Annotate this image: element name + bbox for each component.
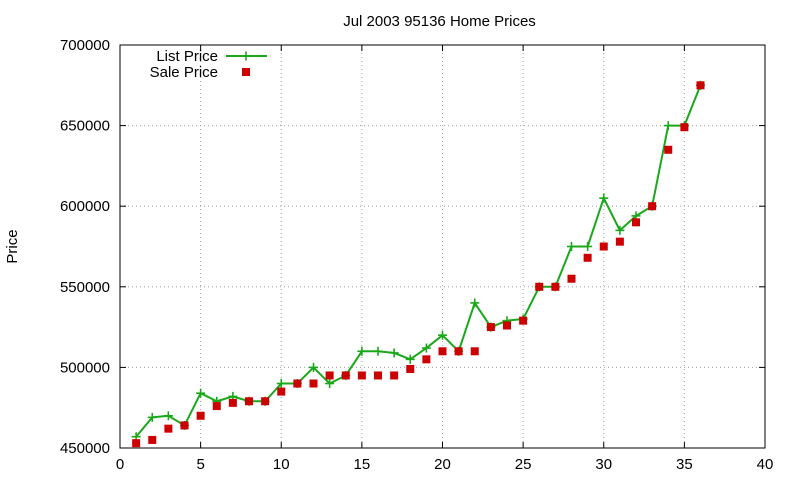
sale-price-point — [277, 387, 286, 396]
list-price-point — [405, 354, 415, 364]
series-list-price — [131, 80, 705, 442]
x-tick-label: 25 — [515, 456, 532, 473]
list-price-point — [470, 298, 480, 308]
list-price-point — [373, 346, 383, 356]
sale-price-point — [583, 253, 592, 262]
list-price-point — [389, 348, 399, 358]
list-price-point — [325, 379, 335, 389]
list-price-point — [438, 330, 447, 340]
sale-price-point — [325, 371, 334, 380]
x-tick-label: 35 — [676, 456, 693, 473]
list-price-line — [135, 84, 702, 438]
y-tick-label: 550000 — [60, 279, 110, 296]
sale-price-point — [519, 316, 528, 325]
sale-price-point — [664, 145, 673, 154]
x-tick-label: 40 — [757, 456, 774, 473]
list-price-point — [567, 242, 576, 251]
sale-price-point — [374, 371, 382, 380]
sale-price-point — [164, 424, 173, 433]
list-price-point — [421, 343, 431, 353]
chart-title: Jul 2003 95136 Home Prices — [343, 13, 536, 30]
sale-price-point — [341, 371, 350, 380]
sale-price-point — [148, 435, 157, 444]
sale-price-point — [599, 242, 608, 251]
sale-price-point — [615, 237, 624, 246]
y-tick-label: 500000 — [60, 359, 110, 376]
sale-price-point — [309, 379, 318, 388]
sale-price-point — [503, 321, 511, 330]
sale-price-point — [180, 421, 189, 430]
sale-price-point — [390, 371, 399, 380]
sale-price-point — [535, 282, 544, 291]
list-price-point — [615, 225, 625, 235]
list-price-point — [599, 193, 609, 203]
sale-price-point — [551, 282, 560, 291]
sale-price-point — [261, 397, 270, 406]
sale-price-point — [293, 379, 302, 388]
sale-price-point — [212, 402, 221, 411]
list-price-point — [583, 242, 593, 251]
sale-price-point — [132, 439, 141, 448]
list-price-point — [357, 346, 367, 356]
y-axis-label: Price — [4, 229, 21, 263]
sale-price-point — [680, 123, 689, 132]
axis-ticks: 0 5 10 15 20 25 30 35 40 450000 500000 550000 600000… — [60, 37, 773, 473]
y-tick-label: 650000 — [60, 118, 110, 135]
sale-price-point — [245, 397, 253, 406]
sale-price-point — [696, 81, 705, 90]
sale-price-point — [632, 218, 640, 227]
x-tick-label: 0 — [116, 456, 124, 473]
series-sale-price — [132, 81, 705, 448]
legend-label: Sale Price — [150, 64, 218, 81]
list-price-point — [276, 379, 286, 389]
y-tick-label: 450000 — [60, 440, 110, 457]
sale-price-point — [357, 371, 366, 380]
series-layer — [131, 80, 705, 448]
sale-price-point — [196, 411, 205, 420]
x-tick-label: 15 — [354, 456, 371, 473]
x-tick-label: 30 — [595, 456, 612, 473]
y-tick-label: 600000 — [60, 198, 110, 215]
x-tick-label: 10 — [273, 456, 290, 473]
list-price-point — [663, 121, 673, 131]
legend-label: List Price — [156, 48, 218, 65]
x-tick-label: 5 — [196, 456, 204, 473]
list-price-point — [163, 411, 173, 421]
sale-price-point — [228, 398, 237, 407]
sale-price-point — [454, 347, 463, 356]
sale-price-point — [406, 365, 415, 374]
legend-square-marker — [242, 68, 250, 76]
y-tick-label: 700000 — [60, 37, 110, 54]
sale-price-point — [438, 347, 447, 356]
list-price-point — [147, 412, 157, 422]
grid-lines — [120, 45, 765, 448]
list-price-point — [196, 388, 206, 398]
sale-price-point — [422, 355, 431, 364]
sale-price-point — [470, 347, 479, 356]
x-tick-label: 20 — [434, 456, 451, 473]
legend-plus-marker — [241, 51, 251, 61]
sale-price-point — [567, 274, 576, 283]
list-price-point — [309, 362, 318, 372]
sale-price-point — [486, 323, 495, 332]
sale-price-point — [648, 202, 657, 211]
